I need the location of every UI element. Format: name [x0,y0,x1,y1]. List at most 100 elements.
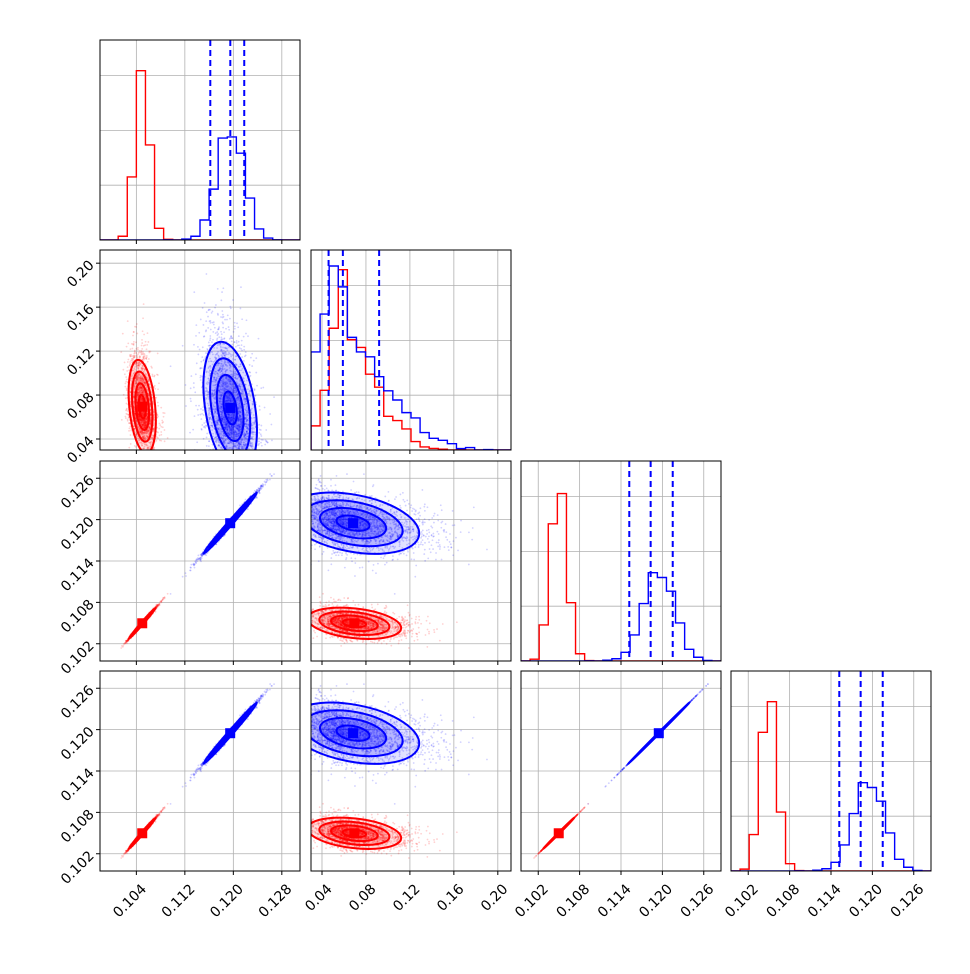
blue-sample-point [238,457,240,459]
blue-sample-point [211,341,213,343]
blue-sample-point [201,429,203,431]
red-sample-point [125,381,127,383]
blue-sample-point [252,481,254,483]
blue-sample-point [262,439,264,441]
blue-sample-point [220,339,222,341]
blue-sample-point [256,385,258,387]
blue-sample-point [210,320,212,322]
blue-sample-point [242,472,244,474]
blue-sample-point [260,433,262,435]
red-sample-point [136,356,138,358]
blue-sample-point [240,286,242,288]
blue-sample-point [201,413,203,415]
blue-sample-point [195,324,197,326]
blue-sample-point [241,356,243,358]
blue-sample-point [261,453,263,455]
red-sample-point [159,424,161,426]
blue-sample-point [220,337,222,339]
red-sample-point [124,362,126,364]
blue-sample-point [217,333,219,335]
blue-sample-point [205,331,207,333]
blue-histogram [311,266,511,450]
blue-sample-point [241,318,243,320]
red-sample-point [161,422,163,424]
blue-sample-point [259,453,261,455]
blue-sample-point [234,326,236,328]
blue-sample-point [205,320,207,322]
red-sample-point [125,397,127,399]
blue-sample-point [235,456,237,458]
blue-sample-point [196,362,198,364]
red-sample-point [146,356,148,358]
blue-sample-point [239,456,241,458]
red-sample-point [130,348,132,350]
red-sample-point [149,351,151,353]
blue-sample-point [216,339,218,341]
blue-sample-point [253,452,255,454]
red-sample-point [142,356,144,358]
blue-sample-point [241,462,243,464]
blue-sample-point [237,451,239,453]
blue-sample-point [207,327,209,329]
blue-sample-point [227,314,229,316]
blue-sample-point [242,456,244,458]
red-sample-point [142,452,144,454]
blue-sample-point [223,453,225,455]
blue-sample-point [221,452,223,454]
blue-sample-point [240,466,242,468]
red-sample-point [131,358,133,360]
red-sample-point [129,355,131,357]
blue-sample-point [251,459,253,461]
blue-sample-point [239,450,241,452]
blue-sample-point [215,304,217,306]
blue-sample-point [222,455,224,457]
red-sample-point [158,467,160,469]
blue-sample-point [232,457,234,459]
blue-sample-point [226,461,228,463]
blue-sample-point [206,273,208,275]
panel-frame [100,40,300,240]
red-sample-point [142,330,144,332]
red-sample-point [128,422,130,424]
blue-sample-point [220,452,222,454]
red-sample-point [127,420,129,422]
red-sample-point [130,360,132,362]
blue-sample-point [228,326,230,328]
blue-sample-point [215,332,217,334]
blue-sample-point [224,450,226,452]
histogram-panel-2 [307,250,511,450]
blue-sample-point [267,441,269,443]
blue-sample-point [203,324,205,326]
blue-sample-point [222,457,224,459]
blue-sample-point [248,472,250,474]
blue-sample-point [208,342,210,344]
blue-sample-point [195,373,197,375]
blue-sample-point [203,359,205,361]
blue-sample-point [203,336,205,338]
blue-sample-point [240,308,242,310]
red-sample-point [136,333,138,335]
blue-sample-point [221,459,223,461]
blue-sample-point [225,453,227,455]
blue-sample-point [206,311,208,313]
blue-sample-point [218,336,220,338]
red-sample-point [154,388,156,390]
blue-sample-point [265,439,267,441]
blue-sample-point [262,459,264,461]
red-sample-point [139,469,141,471]
red-sample-point [144,457,146,459]
red-sample-point [162,426,164,428]
red-sample-point [164,412,166,414]
blue-sample-point [210,322,212,324]
blue-density-peak [225,403,235,413]
blue-sample-point [185,384,187,386]
blue-sample-point [216,338,218,340]
blue-sample-point [249,364,251,366]
blue-sample-point [230,307,232,309]
red-sample-point [158,382,160,384]
blue-sample-point [203,414,205,416]
blue-sample-point [237,450,239,452]
blue-sample-point [250,452,252,454]
blue-sample-point [212,339,214,341]
blue-sample-point [250,461,252,463]
